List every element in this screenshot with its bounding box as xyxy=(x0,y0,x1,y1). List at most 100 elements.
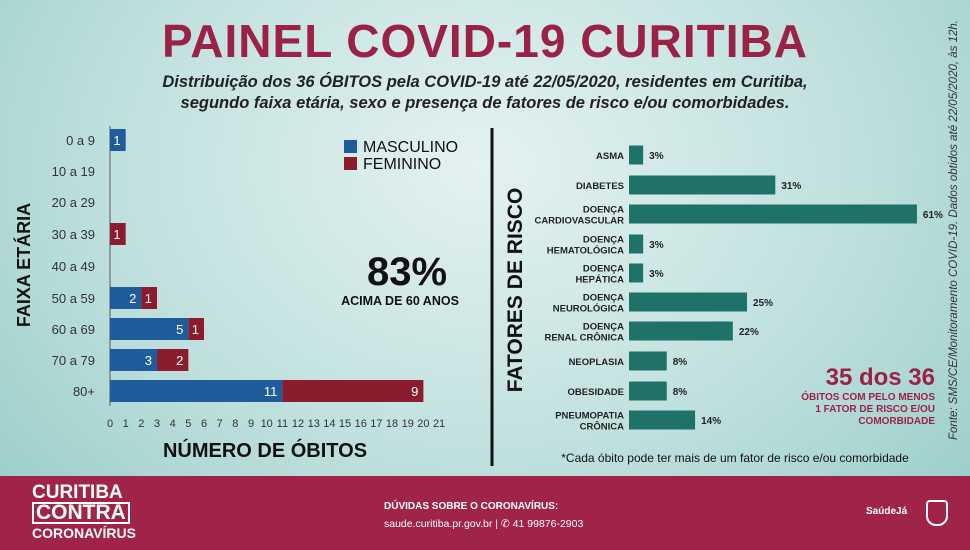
bar-feminino xyxy=(110,223,126,245)
subtitle-line: Distribuição dos 36 ÓBITOS pela COVID-19… xyxy=(162,73,808,91)
category-label: DOENÇA xyxy=(583,322,624,333)
bar-feminino xyxy=(282,380,424,402)
y-tick-label: 70 a 79 xyxy=(52,353,95,368)
risk-bar xyxy=(629,263,644,283)
category-label: DOENÇA xyxy=(583,205,624,216)
x-tick-label: 15 xyxy=(339,418,351,430)
data-label: 2 xyxy=(176,353,183,368)
y-axis-title: FAIXA ETÁRIA xyxy=(13,203,34,327)
data-label: 1 xyxy=(145,291,152,306)
data-label: 25% xyxy=(753,298,773,309)
bar-masculino xyxy=(110,380,283,402)
phone-number: 41 99876-2903 xyxy=(512,518,584,530)
category-label: DOENÇA xyxy=(583,264,624,275)
risk-bar xyxy=(629,381,667,401)
legend-swatch xyxy=(344,157,357,170)
bar-masculino xyxy=(110,318,189,340)
data-label: 1 xyxy=(113,227,120,242)
x-tick-label: 14 xyxy=(323,418,335,430)
data-label: 11 xyxy=(264,384,278,399)
bar-masculino xyxy=(110,287,142,309)
data-label: 8% xyxy=(673,357,688,368)
data-label: 8% xyxy=(673,387,688,398)
y-tick-label: 30 a 39 xyxy=(52,227,95,242)
category-label: DOENÇA xyxy=(583,235,624,246)
bar-feminino xyxy=(188,318,205,340)
x-tick-label: 2 xyxy=(138,418,144,430)
y-tick-label: 0 a 9 xyxy=(66,133,95,148)
whatsapp-icon: ✆ xyxy=(500,518,510,530)
annotation-text: 1 FATOR DE RISCO E/OU xyxy=(815,404,935,415)
legend-swatch xyxy=(344,140,357,153)
category-label: NEOPLASIA xyxy=(569,357,625,368)
category-label: DIABETES xyxy=(576,181,624,192)
x-tick-label: 5 xyxy=(185,418,191,430)
x-tick-label: 17 xyxy=(370,418,382,430)
charts: 0 a 9 10 a 19 20 a 29 30 a 39 40 a 49 50 a 59… xyxy=(13,126,943,466)
x-tick-label: 6 xyxy=(201,418,207,430)
x-tick-label: 21 xyxy=(433,418,445,430)
x-axis-title: NÚMERO DE ÓBITOS xyxy=(163,438,367,462)
data-label: 3 xyxy=(145,353,152,368)
annotation-text: ÓBITOS COM PELO MENOS xyxy=(801,390,935,403)
risk-bar xyxy=(629,204,917,224)
data-label: 1 xyxy=(192,322,199,337)
data-label: 61% xyxy=(923,210,943,221)
category-label: CRÔNICA xyxy=(580,421,624,433)
footnote: *Cada óbito pode ter mais de um fator de… xyxy=(561,451,909,465)
x-tick-label: 16 xyxy=(355,418,367,430)
annotation-text: COMORBIDADE xyxy=(858,416,935,427)
x-tick-label: 8 xyxy=(232,418,238,430)
category-label: PNEUMOPATIA xyxy=(555,411,624,422)
data-label: 5 xyxy=(176,322,183,337)
city-seal-icon xyxy=(926,500,948,526)
risk-bar xyxy=(629,351,667,371)
data-label: 2 xyxy=(129,291,136,306)
y-tick-label: 10 a 19 xyxy=(52,164,95,179)
data-label: 3% xyxy=(649,151,664,162)
data-label: 3% xyxy=(649,240,664,251)
x-tick-label: 4 xyxy=(170,418,176,430)
x-tick-label: 10 xyxy=(261,418,273,430)
data-label: 31% xyxy=(781,181,801,192)
bar-feminino xyxy=(141,287,158,309)
x-tick-label: 9 xyxy=(248,418,254,430)
risk-bar xyxy=(629,410,696,430)
category-label: NEUROLÓGICA xyxy=(553,303,624,315)
bar-masculino xyxy=(110,129,126,151)
x-tick-label: 13 xyxy=(308,418,320,430)
data-label: 3% xyxy=(649,269,664,280)
risk-bar xyxy=(629,292,747,312)
saude-ja-logo: SaúdeJá xyxy=(866,506,908,517)
subtitle-line: segundo faixa etária, sexo e presença de… xyxy=(180,94,790,112)
y-tick-label: 20 a 29 xyxy=(52,195,95,210)
risk-bar xyxy=(629,145,644,165)
y-axis-title: FATORES DE RISCO xyxy=(504,188,527,393)
subtitle: Distribuição dos 36 ÓBITOS pela COVID-19… xyxy=(0,72,970,114)
bar-masculino xyxy=(110,349,158,371)
y-tick-label: 50 a 59 xyxy=(52,291,95,306)
category-label: ASMA xyxy=(596,151,624,162)
risk-bar xyxy=(629,175,776,195)
x-tick-label: 20 xyxy=(417,418,429,430)
logo-line: CORONAVÍRUS xyxy=(32,525,136,541)
x-tick-label: 7 xyxy=(217,418,223,430)
source-note: Fonte: SMS/CE/Monitoramento COVID-19. Da… xyxy=(948,20,960,440)
y-tick-label: 80+ xyxy=(73,384,95,399)
website-link[interactable]: saude.curitiba.pr.gov.br | xyxy=(384,518,499,530)
data-label: 1 xyxy=(113,133,120,148)
footer: CURITIBA CONTRA CORONAVÍRUS DÚVIDAS SOBR… xyxy=(0,476,970,550)
campaign-logo: CURITIBA CONTRA CORONAVÍRUS xyxy=(32,482,136,542)
logo-line: CURITIBA xyxy=(32,482,123,503)
big-percent: 83% xyxy=(367,250,447,294)
x-tick-label: 1 xyxy=(123,418,129,430)
category-label: HEPÁTICA xyxy=(575,275,624,286)
category-label: RENAL CRÔNICA xyxy=(544,332,624,344)
data-label: 9 xyxy=(411,384,418,399)
x-tick-label: 18 xyxy=(386,418,398,430)
category-label: OBESIDADE xyxy=(568,387,624,398)
questions-label: DÚVIDAS SOBRE O CORONAVÍRUS: xyxy=(384,501,559,512)
x-tick-label: 12 xyxy=(292,418,304,430)
data-label: 22% xyxy=(739,327,759,338)
logo-line: CONTRA xyxy=(32,502,130,524)
